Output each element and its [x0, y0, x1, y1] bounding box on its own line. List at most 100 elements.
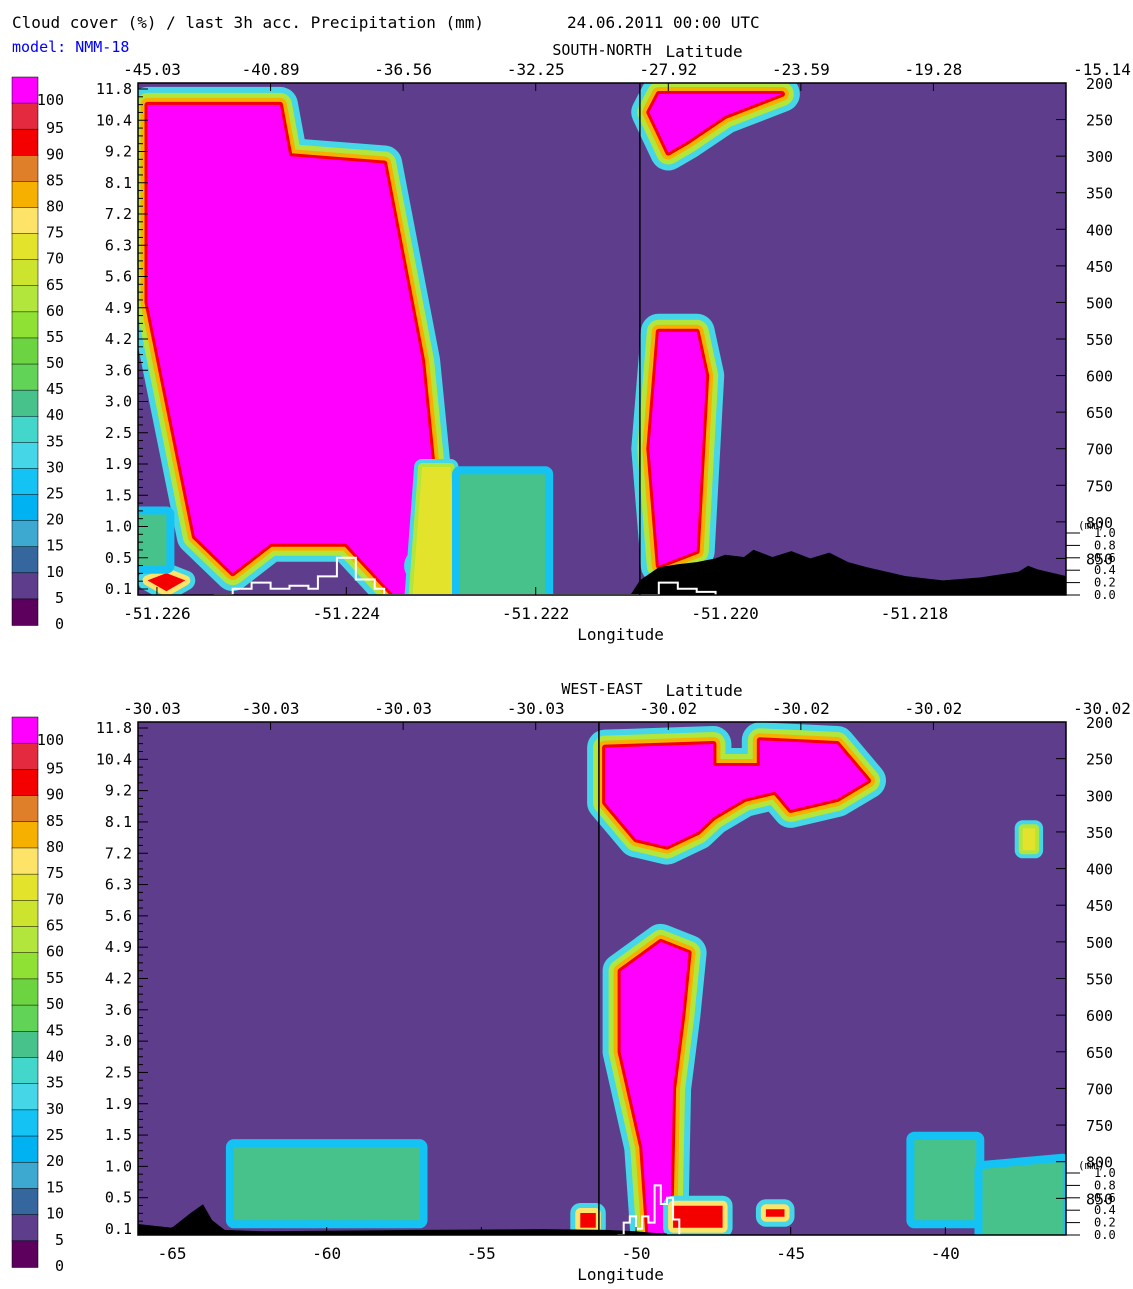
cloud-region-1-layer-4	[649, 94, 782, 153]
top-tick-label: -36.56	[374, 60, 432, 79]
right-tick-label: 500	[1086, 294, 1113, 312]
left-tick-label: 3.0	[105, 1032, 132, 1050]
colorbar-swatch	[11, 1057, 39, 1085]
precipitation-line	[213, 556, 717, 595]
colorbar-swatch	[11, 259, 39, 287]
colorbar-swatch	[11, 285, 39, 313]
cloud-region-6-layer-2	[580, 1213, 596, 1228]
bottom-tick-label: -60	[312, 1244, 341, 1263]
colorbar-label: 80	[46, 197, 64, 215]
right-tick-label: 300	[1086, 148, 1113, 166]
cloud-region-2-layer-4	[649, 331, 707, 566]
left-tick-label: 9.2	[105, 143, 132, 161]
right-tick-label: 450	[1086, 258, 1113, 276]
colorbar-swatch	[11, 742, 39, 771]
colorbar-swatch	[11, 337, 39, 365]
cloud-region-1-layer-4	[620, 941, 689, 1235]
bottom-tick-label: -51.226	[123, 604, 190, 623]
precip-tick-label: 0.6	[1094, 551, 1116, 565]
right-tick-label: 350	[1086, 185, 1113, 203]
colorbar-swatch	[11, 795, 39, 823]
colorbar-swatch	[11, 769, 39, 797]
bottom-axis-label: Longitude	[577, 625, 664, 644]
section-label: SOUTH-NORTH	[552, 41, 651, 59]
colorbar-label: 65	[46, 276, 64, 294]
colorbar-label: 50	[46, 354, 64, 372]
cloud-region-7-layer-1	[138, 514, 167, 566]
bottom-tick-label: -55	[467, 1244, 496, 1263]
cloud-region-5-layer-2	[412, 467, 460, 595]
left-tick-label: 4.2	[105, 330, 132, 348]
precip-tick-label: 0.0	[1094, 1228, 1116, 1242]
top-tick-label: -30.03	[507, 699, 565, 718]
left-tick-label: 3.0	[105, 393, 132, 411]
precip-unit-label: (mm)	[1078, 519, 1105, 532]
colorbar-label: 95	[46, 119, 64, 137]
left-tick-label: 8.1	[105, 174, 132, 192]
left-tick-label: 0.1	[105, 1220, 132, 1238]
colorbar-swatch	[11, 363, 39, 391]
right-tick-label: 350	[1086, 824, 1113, 842]
colorbar-label: 45	[46, 1021, 64, 1039]
colorbar-swatch	[11, 546, 39, 574]
colorbar-label: 20	[46, 511, 64, 529]
colorbar-swatch	[11, 926, 39, 954]
colorbar-label: 55	[46, 969, 64, 987]
precip-tick-label: 0.6	[1094, 1191, 1116, 1205]
colorbar-label: 90	[46, 786, 64, 804]
colorbar-swatch	[11, 1161, 39, 1190]
colorbar-swatch	[11, 76, 39, 104]
top-tick-label: -30.02	[772, 699, 830, 718]
orography	[630, 549, 1066, 595]
left-tick-label: 9.2	[105, 782, 132, 800]
colorbar-label: 60	[46, 943, 64, 961]
colorbar-swatch	[11, 1135, 39, 1163]
top-tick-label: -30.03	[242, 699, 300, 718]
colorbar-swatch	[11, 1188, 39, 1216]
bottom-tick-label: -51.224	[313, 604, 380, 623]
colorbar-label: 5	[55, 589, 64, 607]
colorbar-swatch	[11, 494, 39, 522]
top-tick-label: -32.25	[507, 60, 565, 79]
colorbar-swatch	[11, 1083, 39, 1111]
right-tick-label: 750	[1086, 1117, 1113, 1135]
colorbar-label: 45	[46, 380, 64, 398]
bottom-tick-label: -40	[931, 1244, 960, 1263]
bottom-tick-label: -51.222	[502, 604, 569, 623]
colorbar-swatch	[11, 442, 39, 470]
colorbar-label: 50	[46, 995, 64, 1013]
colorbar-label: 75	[46, 224, 64, 242]
right-tick-label: 600	[1086, 1007, 1113, 1025]
colorbar-label: 0	[55, 1257, 64, 1275]
left-tick-label: 0.5	[105, 549, 132, 567]
colorbar-label: 30	[46, 1100, 64, 1118]
colorbar-label: 70	[46, 250, 64, 268]
colorbar-swatch	[11, 847, 39, 875]
cloud-region-7-layer-2	[765, 1209, 785, 1217]
bottom-tick-label: -45	[776, 1244, 805, 1263]
colorbar: 0 5 10 15 20 25 30 35 40 45 50 55 60 65 70 75 80 85 90 95 10…	[11, 716, 64, 1275]
colorbar-swatch	[11, 821, 39, 849]
colorbar-label: 60	[46, 302, 64, 320]
right-tick-label: 700	[1086, 1080, 1113, 1098]
left-tick-label: 5.6	[105, 907, 132, 925]
cloud-region-3-layer-1	[914, 1139, 977, 1221]
colorbar-swatch	[11, 102, 39, 130]
top-axis-label: Latitude	[666, 681, 743, 700]
right-tick-label: 250	[1086, 751, 1113, 769]
colorbar-label: 85	[46, 812, 64, 830]
right-tick-label: 850	[1086, 1190, 1113, 1208]
cloud-region-4-layer-1	[982, 1161, 1063, 1235]
colorbar-swatch	[11, 520, 39, 548]
left-tick-label: 4.9	[105, 299, 132, 317]
precip-tick-label: 0.4	[1094, 563, 1116, 577]
right-tick-label: 650	[1086, 1044, 1113, 1062]
left-tick-label: 0.1	[105, 580, 132, 598]
colorbar-label: 10	[46, 563, 64, 581]
left-tick-label: 4.9	[105, 938, 132, 956]
cloud-region-4-layer-2	[147, 573, 186, 592]
top-tick-label: -30.02	[639, 699, 697, 718]
top-tick-label: -19.28	[905, 60, 963, 79]
colorbar-swatch	[11, 207, 39, 235]
